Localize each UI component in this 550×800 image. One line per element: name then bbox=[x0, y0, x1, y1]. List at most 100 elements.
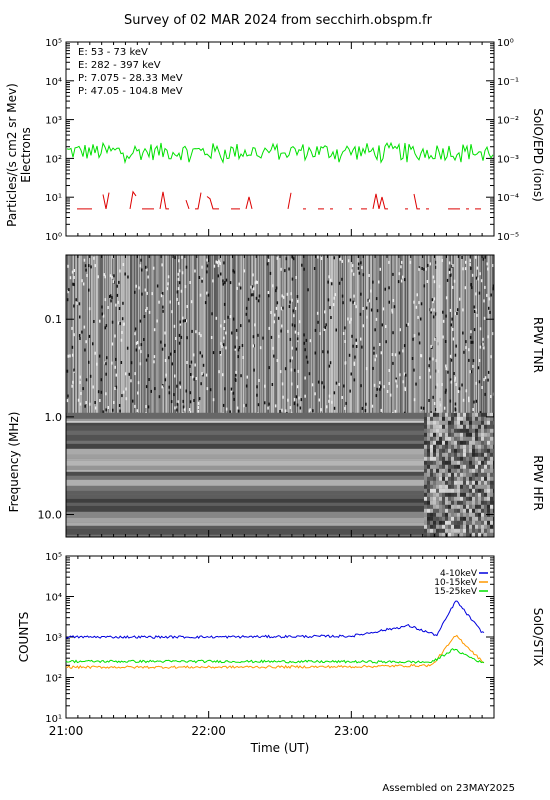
tnr-grain bbox=[135, 341, 138, 345]
tnr-grain bbox=[335, 381, 338, 385]
hfr-burst bbox=[490, 444, 493, 449]
hfr-burst bbox=[427, 452, 430, 457]
tnr-column bbox=[327, 255, 328, 413]
tnr-grain bbox=[202, 363, 205, 367]
hfr-burst bbox=[475, 416, 478, 421]
hfr-burst bbox=[439, 496, 442, 501]
tnr-grain bbox=[431, 298, 434, 302]
red-segment bbox=[287, 192, 292, 209]
tnr-grain bbox=[404, 388, 406, 392]
tnr-grain bbox=[376, 387, 378, 391]
tnr-grain bbox=[252, 293, 254, 297]
tnr-grain bbox=[123, 322, 125, 326]
hfr-burst bbox=[487, 520, 490, 525]
tnr-grain bbox=[477, 277, 479, 281]
tnr-grain bbox=[101, 312, 103, 316]
tnr-grain bbox=[198, 332, 201, 336]
tnr-grain bbox=[391, 353, 394, 356]
tnr-column bbox=[466, 255, 467, 413]
tnr-column bbox=[175, 255, 176, 413]
tnr-grain bbox=[146, 306, 148, 310]
tnr-grain bbox=[304, 348, 306, 352]
hfr-burst bbox=[469, 424, 472, 429]
tnr-grain bbox=[351, 264, 354, 268]
hfr-burst bbox=[442, 416, 445, 421]
tnr-grain bbox=[73, 368, 75, 372]
tnr-column bbox=[263, 255, 264, 413]
tnr-grain bbox=[118, 307, 121, 310]
hfr-burst bbox=[457, 472, 460, 477]
tnr-grain bbox=[455, 383, 457, 386]
hfr-burst bbox=[475, 508, 478, 513]
hfr-burst bbox=[484, 524, 487, 529]
tnr-grain bbox=[402, 275, 404, 279]
tnr-grain bbox=[104, 326, 106, 330]
tnr-grain bbox=[371, 404, 374, 408]
x-axis-ticks: 21:00 22:00 23:00 bbox=[49, 724, 369, 738]
tnr-column bbox=[133, 255, 134, 413]
tick-label: 10¹ bbox=[45, 714, 62, 725]
hfr-burst bbox=[475, 528, 478, 533]
tnr-column bbox=[251, 255, 252, 413]
tnr-column bbox=[275, 255, 276, 413]
tnr-grain bbox=[158, 395, 161, 399]
hfr-burst bbox=[463, 436, 466, 441]
rpw-ylabel: Frequency (MHz) bbox=[7, 412, 21, 513]
tnr-grain bbox=[121, 331, 123, 334]
hfr-burst bbox=[463, 432, 466, 437]
hfr-burst bbox=[430, 488, 433, 493]
hfr-burst bbox=[454, 436, 457, 441]
tnr-grain bbox=[425, 267, 427, 271]
tnr-grain bbox=[243, 269, 246, 273]
hfr-burst bbox=[469, 520, 472, 525]
tnr-grain bbox=[67, 264, 69, 268]
hfr-burst bbox=[451, 508, 454, 513]
rpw-spectrogram bbox=[66, 255, 494, 537]
tnr-grain bbox=[220, 352, 222, 356]
tnr-grain bbox=[288, 305, 291, 308]
tnr-grain bbox=[85, 378, 88, 382]
tnr-column bbox=[382, 255, 383, 413]
hfr-burst bbox=[475, 504, 478, 509]
tnr-grain bbox=[291, 298, 293, 302]
hfr-burst bbox=[433, 480, 436, 485]
hfr-burst bbox=[475, 420, 478, 425]
tnr-column bbox=[101, 255, 102, 413]
hfr-burst bbox=[487, 416, 490, 421]
hfr-burst bbox=[433, 488, 436, 493]
tnr-column bbox=[184, 255, 185, 413]
hfr-burst bbox=[463, 444, 466, 449]
tnr-grain bbox=[433, 297, 436, 301]
hfr-burst bbox=[484, 444, 487, 449]
tnr-grain bbox=[353, 294, 355, 298]
tnr-column bbox=[157, 255, 158, 413]
tnr-grain bbox=[450, 323, 452, 327]
hfr-burst bbox=[478, 448, 481, 453]
tnr-grain bbox=[205, 373, 208, 377]
hfr-burst bbox=[430, 420, 433, 425]
hfr-burst bbox=[478, 528, 481, 533]
legend-entry: P: 47.05 - 104.8 MeV bbox=[78, 86, 183, 97]
tnr-grain bbox=[444, 340, 447, 343]
hfr-burst bbox=[451, 420, 454, 425]
tnr-column bbox=[379, 255, 380, 413]
hfr-burst bbox=[487, 460, 490, 465]
tnr-column bbox=[454, 255, 455, 413]
tnr-grain bbox=[293, 402, 296, 406]
tnr-grain bbox=[471, 273, 474, 277]
tnr-grain bbox=[350, 317, 352, 321]
tnr-grain bbox=[235, 370, 237, 374]
tnr-column bbox=[187, 255, 188, 413]
tnr-column bbox=[336, 255, 337, 413]
tnr-grain bbox=[441, 259, 443, 262]
hfr-band bbox=[66, 511, 424, 518]
tnr-column bbox=[328, 255, 329, 413]
hfr-burst bbox=[445, 464, 448, 469]
tnr-column bbox=[72, 255, 73, 413]
tnr-column bbox=[104, 255, 105, 413]
tnr-column bbox=[162, 255, 163, 413]
hfr-burst bbox=[454, 512, 457, 517]
tnr-grain bbox=[197, 401, 200, 405]
hfr-burst bbox=[442, 496, 445, 501]
